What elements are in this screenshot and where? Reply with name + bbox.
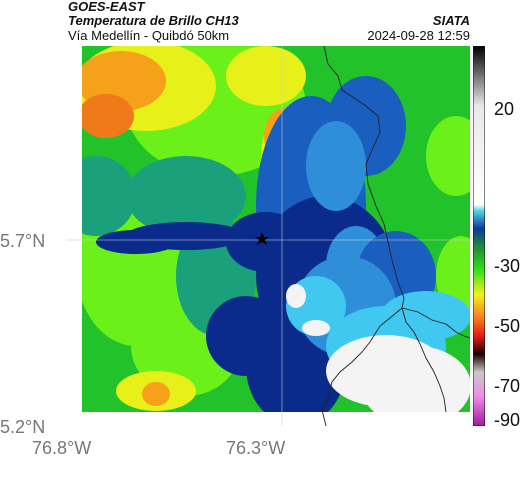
field-blob-navy (206, 296, 286, 376)
field-blob-orange (142, 382, 170, 406)
map-left-margin (66, 46, 82, 426)
satellite-map[interactable] (66, 46, 470, 426)
colorbar-tick-minus70: -70 (494, 376, 521, 396)
border-line-main (321, 46, 405, 426)
lat-label-5.2: 5.2°N (0, 417, 46, 437)
field-blob-navy (96, 230, 176, 254)
source-label: SIATA (432, 13, 470, 28)
colorbar-gradient (473, 46, 485, 426)
colorbar-tick-minus90: -90 (494, 410, 521, 430)
colorbar (473, 46, 485, 426)
border-line-south (401, 307, 447, 413)
field-blob-yellow (226, 46, 306, 106)
border-line-east (401, 307, 470, 339)
lon-label-76.8: 76.8°W (32, 438, 92, 458)
field-blob-darkorange (78, 94, 134, 138)
map-bottom-margin (66, 412, 470, 426)
field-blob-lime (426, 116, 470, 196)
colorbar-tick-minus30: -30 (494, 256, 521, 276)
field-blob-white (361, 346, 470, 426)
lat-label-5.7: 5.7°N (0, 231, 46, 251)
field-blob-lightblue (306, 121, 366, 211)
field-blob-white (302, 320, 330, 336)
route-label: Vía Medellín - Quibdó 50km (68, 28, 230, 43)
map-canvas (66, 46, 470, 426)
colorbar-tick-minus50: -50 (494, 316, 521, 336)
satellite-title: GOES-EAST (68, 0, 145, 14)
lon-label-76.3: 76.3°W (226, 438, 286, 458)
product-title: Temperatura de Brillo CH13 (68, 13, 239, 28)
star-marker (255, 232, 269, 245)
brightness-field (66, 46, 470, 426)
field-blob-navy (226, 212, 306, 272)
field-blob-white (286, 284, 306, 308)
field-blob-teal (66, 156, 136, 236)
colorbar-tick-20: 20 (494, 99, 515, 119)
datetime-label: 2024-09-28 12:59 (367, 28, 470, 43)
